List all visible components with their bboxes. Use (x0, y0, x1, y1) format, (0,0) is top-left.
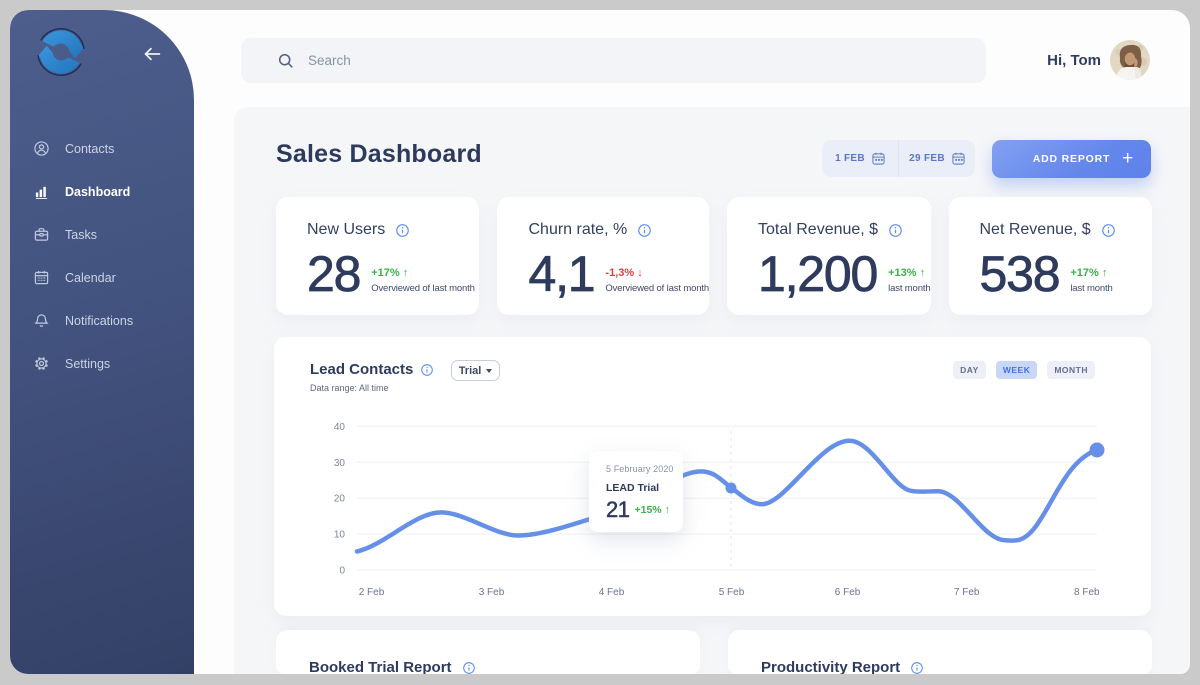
svg-text:3 Feb: 3 Feb (479, 587, 505, 598)
svg-text:2 Feb: 2 Feb (359, 587, 385, 598)
svg-text:40: 40 (334, 422, 346, 433)
svg-text:8 Feb: 8 Feb (1074, 587, 1100, 598)
svg-text:7 Feb: 7 Feb (954, 587, 980, 598)
svg-text:30: 30 (334, 458, 346, 469)
svg-text:10: 10 (334, 530, 346, 541)
svg-text:6 Feb: 6 Feb (835, 587, 861, 598)
svg-text:5 Feb: 5 Feb (719, 587, 745, 598)
svg-text:4 Feb: 4 Feb (599, 587, 625, 598)
svg-text:0: 0 (339, 566, 345, 577)
svg-text:20: 20 (334, 494, 346, 505)
